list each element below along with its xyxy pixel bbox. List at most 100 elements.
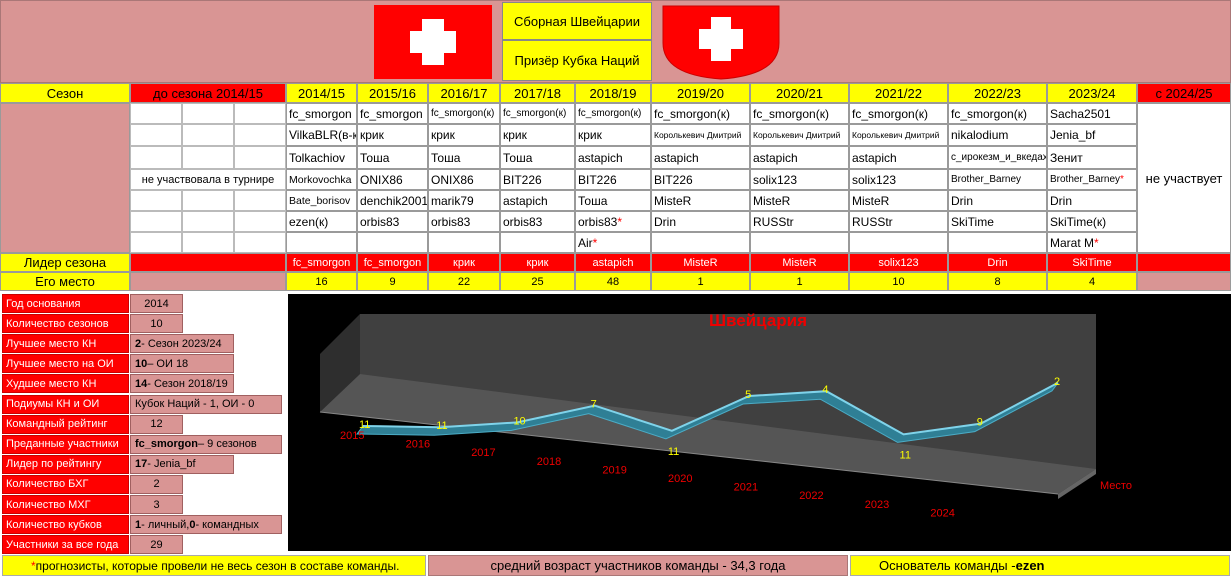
roster-cell: Drin [1047, 190, 1137, 211]
stat-bold: 10 [135, 357, 148, 370]
chart-title: Швейцария [709, 311, 807, 330]
stat-text: - Jenia_bf [147, 458, 196, 471]
season-0: 2014/15 [286, 83, 357, 103]
roster-cell: Тоша [357, 146, 428, 169]
stat-bold: 17 [135, 458, 148, 471]
player-name: крик [578, 128, 602, 142]
player-name: fc_smorgon(к) [852, 106, 928, 121]
stat-value: 10 [130, 314, 183, 334]
place-1: 9 [357, 272, 428, 291]
season-6: 2020/21 [750, 83, 849, 103]
player-name: orbis83 [431, 214, 471, 229]
roster-cell: fc_smorgon(к) [651, 103, 750, 124]
chart-data-label: 11 [900, 449, 911, 461]
chart-x-axis [319, 411, 1059, 495]
stat-value: 14 - Сезон 2018/19 [130, 374, 234, 394]
roster-cell: Тоша [428, 146, 500, 169]
season-5: 2019/20 [651, 83, 750, 103]
stat-bold: 14 [135, 377, 148, 390]
stat-value: 2 [130, 474, 183, 494]
avg-age-text: средний возраст участников команды - 34,… [490, 558, 786, 573]
not-participating-post: не участвует [1137, 103, 1231, 253]
player-name: BIT226 [503, 172, 542, 187]
player-name: ONIX86 [431, 172, 474, 187]
chart-x-label: 2019 [602, 464, 626, 476]
roster-cell: ONIX86 [428, 169, 500, 190]
stat-label: Количество сезонов [2, 314, 129, 334]
player-name: Air [578, 235, 593, 250]
roster-cell: крик [500, 124, 575, 146]
player-name: nikalodium [951, 128, 1009, 142]
transfer-asterisk: * [592, 235, 598, 250]
roster-cell: Sacha2501 [1047, 103, 1137, 124]
roster-cell: astapich [750, 146, 849, 169]
roster-cell: orbis83 [500, 211, 575, 232]
player-name: крик [360, 128, 384, 142]
chart-data-label: 10 [513, 415, 525, 427]
stat-bold: 2 [135, 337, 142, 350]
place-8: 8 [948, 272, 1047, 291]
place-9: 4 [1047, 272, 1137, 291]
stat-label: Лидер по рейтингу [2, 454, 129, 474]
leader-7: solix123 [849, 253, 948, 272]
roster-cell: denchik2001* [357, 190, 428, 211]
roster-cell: astapich [849, 146, 948, 169]
roster-cell: Королькевич Дмитрий [651, 124, 750, 146]
player-name: Тоша [431, 150, 461, 165]
player-name: MisteR [852, 193, 890, 208]
leader-1: fc_smorgon [357, 253, 428, 272]
roster-cell: MisteR [849, 190, 948, 211]
roster-cell: Drin [948, 190, 1047, 211]
roster-cell [750, 232, 849, 253]
player-name: astapich [753, 150, 798, 165]
player-name: MisteR [654, 193, 692, 208]
pre-grid-cell [234, 232, 286, 253]
roster-cell: Morkovochka [286, 169, 357, 190]
place-2: 22 [428, 272, 500, 291]
roster-cell: с_ирокезм_и_вкедах [948, 146, 1047, 169]
player-name: fc_smorgon(к) [578, 108, 642, 119]
roster-cell: fc_smorgon [357, 103, 428, 124]
roster-cell [428, 232, 500, 253]
player-name: orbis83 [578, 214, 618, 229]
roster-cell: Tolkachiov [286, 146, 357, 169]
player-name: Jenia_bf [1050, 128, 1096, 142]
player-name: denchik2001 [360, 193, 428, 208]
player-name: Королькевич Дмитрий [654, 130, 742, 140]
pre-grid-cell [234, 146, 286, 169]
footer-note-text: прогнозисты, которые провели не весь сез… [35, 558, 400, 573]
player-name: fc_smorgon(к) [951, 106, 1027, 121]
stat-value: 1 - личный, 0 - командных [130, 515, 282, 535]
player-name: fc_smorgon [289, 106, 352, 121]
pre-grid-cell [130, 232, 182, 253]
stat-bold: 0 [189, 518, 196, 531]
transfer-asterisk: * [1120, 174, 1124, 185]
player-name: fc_smorgon(к) [503, 108, 567, 119]
player-name: astapich [654, 150, 699, 165]
player-name: fc_smorgon(к) [753, 106, 829, 121]
player-name: Зенит [1050, 150, 1083, 165]
transfer-asterisk: * [617, 214, 623, 229]
pre-grid-cell [182, 103, 234, 124]
chart-x-label: 2015 [340, 430, 364, 442]
pre-grid-cell [182, 211, 234, 232]
place-label: Его место [0, 272, 130, 291]
pre-grid-cell [130, 146, 182, 169]
chart-x-label: 2024 [930, 507, 954, 519]
roster-cell: orbis83 * [575, 211, 651, 232]
player-name: MisteR [753, 193, 791, 208]
leader-6: MisteR [750, 253, 849, 272]
stat-text: – 9 сезонов [197, 438, 257, 451]
roster-cell: fc_smorgon(к) [849, 103, 948, 124]
season-pre: до сезона 2014/15 [130, 83, 286, 103]
player-name: Sacha2501 [1050, 106, 1111, 121]
stat-label: Преданные участники [2, 434, 129, 454]
chart-line [362, 381, 1059, 436]
player-name: Тоша [360, 150, 390, 165]
chart-data-label: 11 [436, 420, 447, 432]
roster-cell: Тоша [500, 146, 575, 169]
roster-cell [286, 232, 357, 253]
roster-cell [849, 232, 948, 253]
player-name: orbis83 [360, 214, 400, 229]
player-name: Brother_Barney [1050, 174, 1121, 185]
